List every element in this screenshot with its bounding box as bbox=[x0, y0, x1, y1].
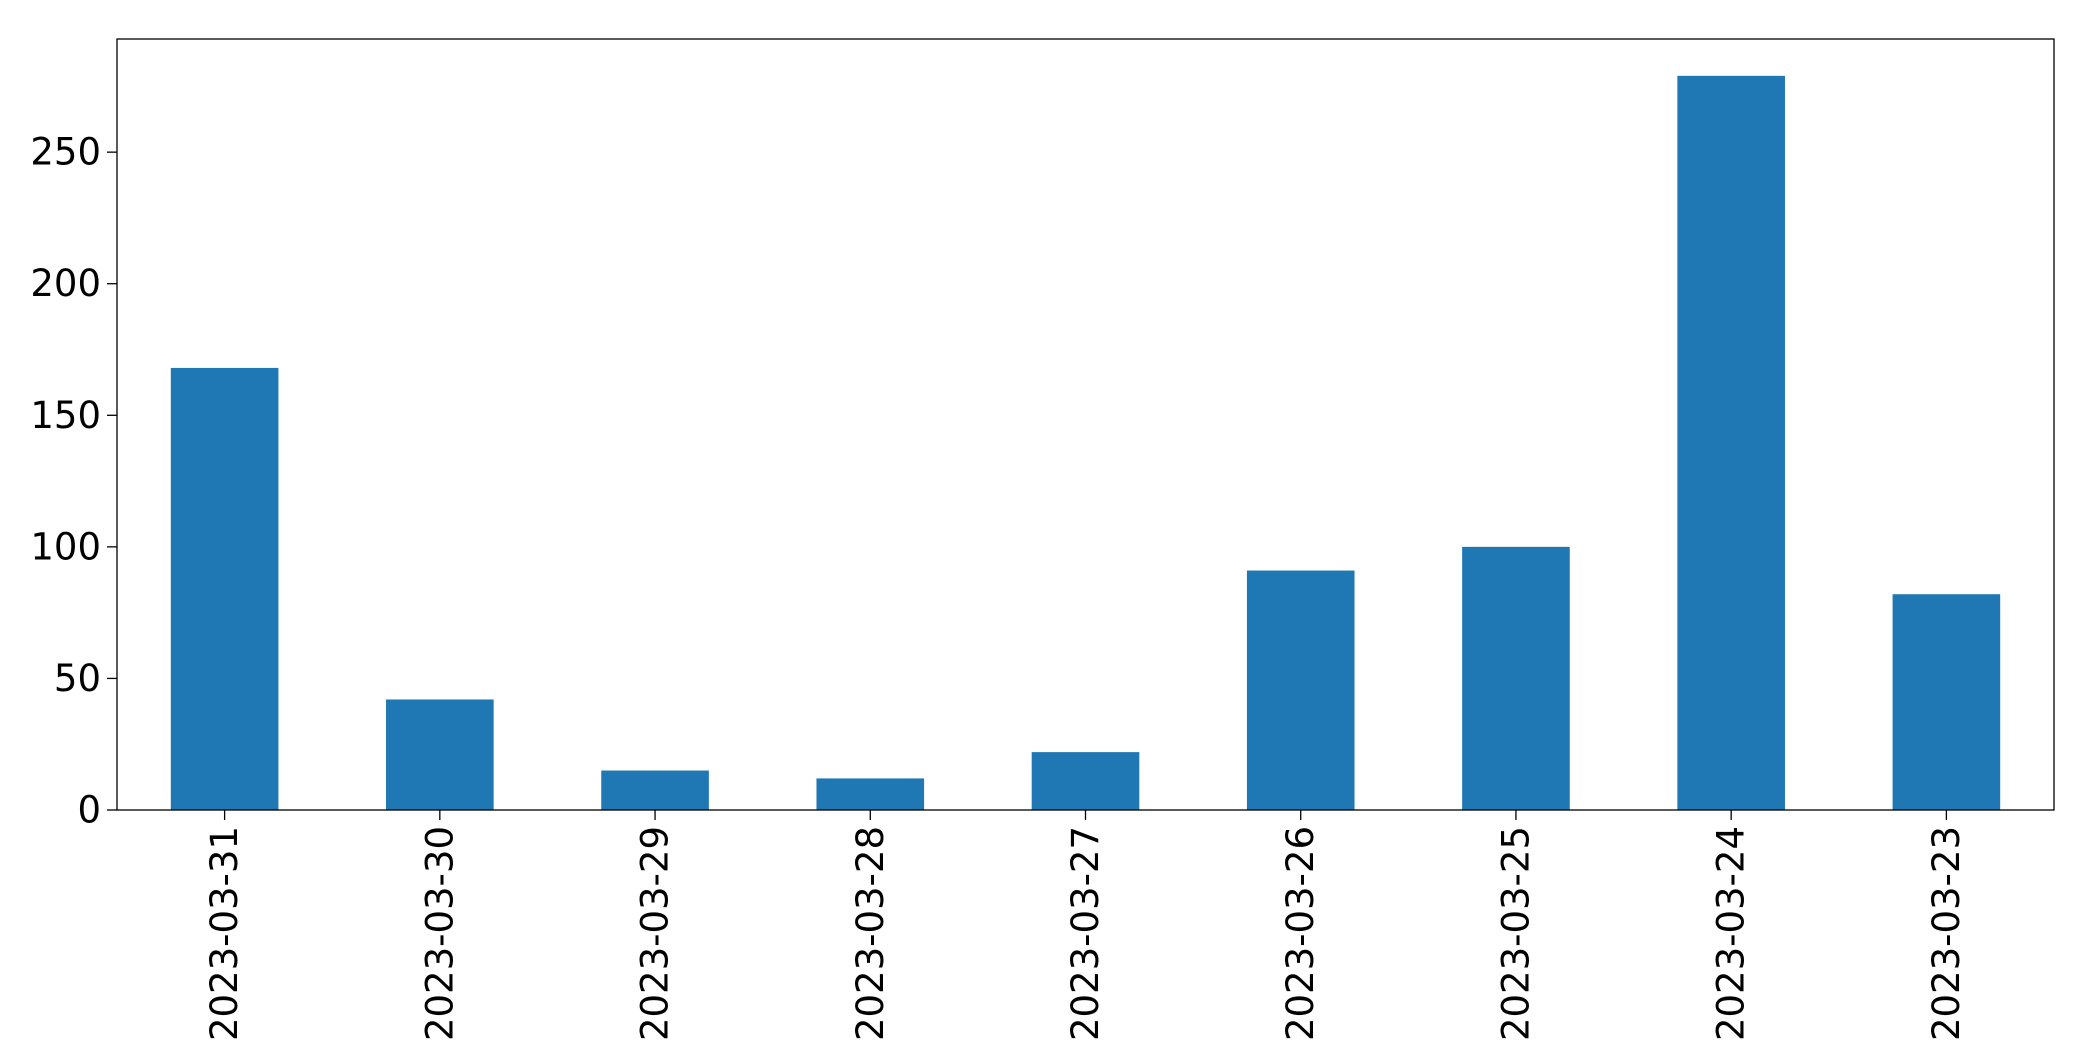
y-tick-label: 200 bbox=[30, 262, 101, 305]
y-tick-label: 250 bbox=[30, 131, 101, 174]
bar-2023-03-30 bbox=[386, 699, 494, 810]
bar-2023-03-29 bbox=[601, 770, 709, 810]
x-tick-label: 2023-03-27 bbox=[1064, 826, 1107, 1041]
plot-frame bbox=[116, 38, 2055, 811]
y-tick-label: 150 bbox=[30, 394, 101, 437]
bar-2023-03-25 bbox=[1462, 546, 1570, 810]
bar-2023-03-31 bbox=[170, 367, 279, 810]
x-axis: 2023-03-31 2023-03-30 2023-03-29 2023-03-28… bbox=[203, 810, 1968, 1041]
bar-2023-03-23 bbox=[1892, 594, 2001, 810]
y-axis: 0 50 100 150 200 250 bbox=[30, 131, 117, 832]
x-tick-label: 2023-03-29 bbox=[634, 826, 677, 1041]
x-tick-label: 2023-03-24 bbox=[1710, 826, 1753, 1041]
x-tick-label: 2023-03-28 bbox=[849, 826, 892, 1041]
bar-2023-03-27 bbox=[1031, 752, 1140, 810]
y-tick-label: 50 bbox=[54, 657, 101, 700]
bar-2023-03-26 bbox=[1246, 570, 1355, 810]
x-tick-label: 2023-03-26 bbox=[1279, 826, 1322, 1041]
x-tick-label: 2023-03-23 bbox=[1925, 826, 1968, 1041]
bar-2023-03-28 bbox=[816, 778, 925, 810]
x-tick-label: 2023-03-31 bbox=[203, 826, 246, 1041]
bars-group bbox=[170, 75, 2001, 811]
y-tick-label: 100 bbox=[30, 525, 101, 568]
bar-2023-03-24 bbox=[1677, 75, 1785, 811]
y-tick-label: 0 bbox=[77, 789, 101, 832]
x-tick-label: 2023-03-25 bbox=[1494, 826, 1537, 1041]
x-tick-label: 2023-03-30 bbox=[418, 826, 461, 1041]
